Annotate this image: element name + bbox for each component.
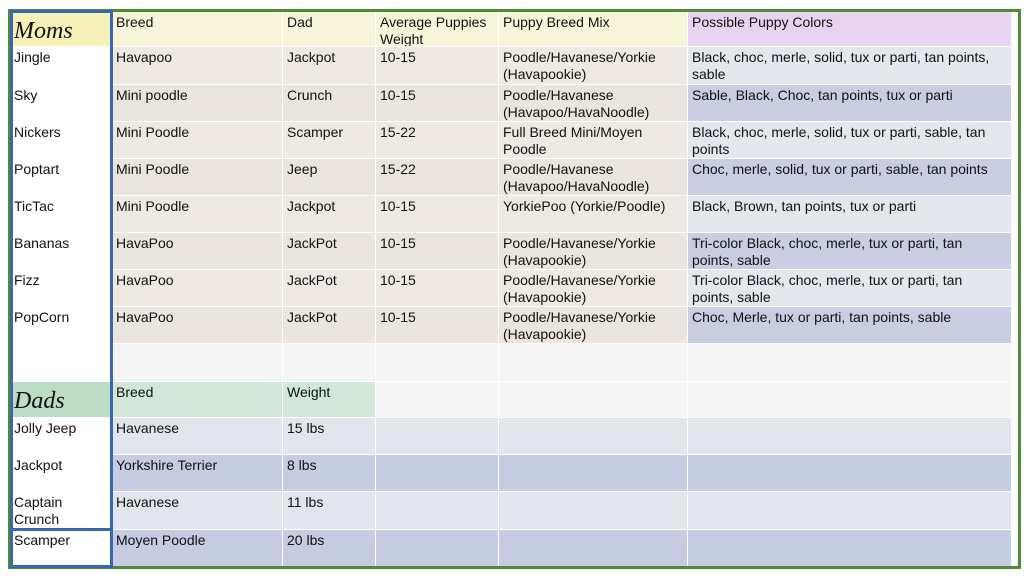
blank-cell xyxy=(499,344,688,382)
table-cell: Jeep xyxy=(283,159,376,196)
column-header: Possible Puppy Colors xyxy=(688,12,1012,47)
blank-cell xyxy=(112,344,283,382)
table-cell: Jackpot xyxy=(283,196,376,233)
table-cell: Havapoo xyxy=(112,47,283,85)
table-cell: Poodle/Havanese/Yorkie (Havapookie) xyxy=(499,47,688,85)
dad-name: Scamper xyxy=(10,530,112,567)
blank-cell xyxy=(688,492,1012,530)
table-cell: Black, Brown, tan points, tux or parti xyxy=(688,196,1012,233)
table-cell: 10-15 xyxy=(376,270,499,307)
column-header: Average Puppies Weight xyxy=(376,12,499,47)
dad-name: Captain Crunch xyxy=(10,492,112,530)
table-cell: Poodle/Havanese (Havapoo/HavaNoodle) xyxy=(499,159,688,196)
mom-name: TicTac xyxy=(10,196,112,233)
mom-name: Poptart xyxy=(10,159,112,196)
table-cell: Yorkshire Terrier xyxy=(112,455,283,492)
mom-name: Sky xyxy=(10,85,112,122)
table-cell: Black, choc, merle, solid, tux or parti,… xyxy=(688,122,1012,159)
table-cell: Choc, merle, solid, tux or parti, sable,… xyxy=(688,159,1012,196)
table-cell: Poodle/Havanese (Havapoo/HavaNoodle) xyxy=(499,85,688,122)
blank-cell xyxy=(376,492,499,530)
table-cell: Havanese xyxy=(112,418,283,455)
table-cell: YorkiePoo (Yorkie/Poodle) xyxy=(499,196,688,233)
table-cell: 10-15 xyxy=(376,233,499,270)
table-cell: 15 lbs xyxy=(283,418,376,455)
mom-name: Jingle xyxy=(10,47,112,85)
table-cell: Poodle/Havanese/Yorkie (Havapookie) xyxy=(499,233,688,270)
blank-cell xyxy=(499,418,688,455)
table-cell: 8 lbs xyxy=(283,455,376,492)
moms-title: Moms xyxy=(10,12,112,47)
table-cell: 15-22 xyxy=(376,159,499,196)
table-cell: Jackpot xyxy=(283,47,376,85)
blank-cell xyxy=(499,492,688,530)
table-cell: 10-15 xyxy=(376,47,499,85)
table-cell: Havanese xyxy=(112,492,283,530)
table-cell: Tri-color Black, choc, merle, tux or par… xyxy=(688,233,1012,270)
blank-cell xyxy=(499,382,688,418)
table-cell: Tri-color Black, choc, merle, tux or par… xyxy=(688,270,1012,307)
table-cell: Sable, Black, Choc, tan points, tux or p… xyxy=(688,85,1012,122)
table-cell: Black, choc, merle, solid, tux or parti,… xyxy=(688,47,1012,85)
table-cell: JackPot xyxy=(283,233,376,270)
dad-name: Jackpot xyxy=(10,455,112,492)
column-header: Breed xyxy=(112,382,283,418)
blank-cell xyxy=(376,382,499,418)
blank-cell xyxy=(376,418,499,455)
table-cell: 15-22 xyxy=(376,122,499,159)
column-header: Weight xyxy=(283,382,376,418)
table-cell: 20 lbs xyxy=(283,530,376,567)
table-cell: Mini Poodle xyxy=(112,196,283,233)
table-cell: 10-15 xyxy=(376,196,499,233)
table-cell: HavaPoo xyxy=(112,270,283,307)
blank-cell xyxy=(499,530,688,567)
column-header: Puppy Breed Mix xyxy=(499,12,688,47)
blank-cell xyxy=(688,382,1012,418)
blank-cell xyxy=(499,455,688,492)
mom-name: Bananas xyxy=(10,233,112,270)
table-cell: Poodle/Havanese/Yorkie (Havapookie) xyxy=(499,270,688,307)
blank-cell xyxy=(688,530,1012,567)
dad-name: Jolly Jeep xyxy=(10,418,112,455)
column-header: Breed xyxy=(112,12,283,47)
table-cell: Mini Poodle xyxy=(112,159,283,196)
table-cell: HavaPoo xyxy=(112,233,283,270)
table-cell: Mini poodle xyxy=(112,85,283,122)
table-cell: 11 lbs xyxy=(283,492,376,530)
table-cell: Mini Poodle xyxy=(112,122,283,159)
blank-cell xyxy=(376,344,499,382)
table-cell: Full Breed Mini/Moyen Poodle xyxy=(499,122,688,159)
table-cell: Scamper xyxy=(283,122,376,159)
table-cell: Crunch xyxy=(283,85,376,122)
dads-title: Dads xyxy=(10,382,112,418)
table-cell: 10-15 xyxy=(376,307,499,344)
blank-cell xyxy=(376,455,499,492)
blank-cell xyxy=(688,344,1012,382)
blank-cell xyxy=(688,455,1012,492)
mom-name: Nickers xyxy=(10,122,112,159)
table-cell: HavaPoo xyxy=(112,307,283,344)
table-cell: JackPot xyxy=(283,270,376,307)
blank-cell xyxy=(376,530,499,567)
table-cell: 10-15 xyxy=(376,85,499,122)
mom-name: Fizz xyxy=(10,270,112,307)
blank-cell xyxy=(688,418,1012,455)
blank-cell xyxy=(283,344,376,382)
column-header: Dad xyxy=(283,12,376,47)
table-cell: Choc, Merle, tux or parti, tan points, s… xyxy=(688,307,1012,344)
table-cell: Poodle/Havanese/Yorkie (Havapookie) xyxy=(499,307,688,344)
table-cell: Moyen Poodle xyxy=(112,530,283,567)
mom-name: PopCorn xyxy=(10,307,112,344)
table-cell: JackPot xyxy=(283,307,376,344)
